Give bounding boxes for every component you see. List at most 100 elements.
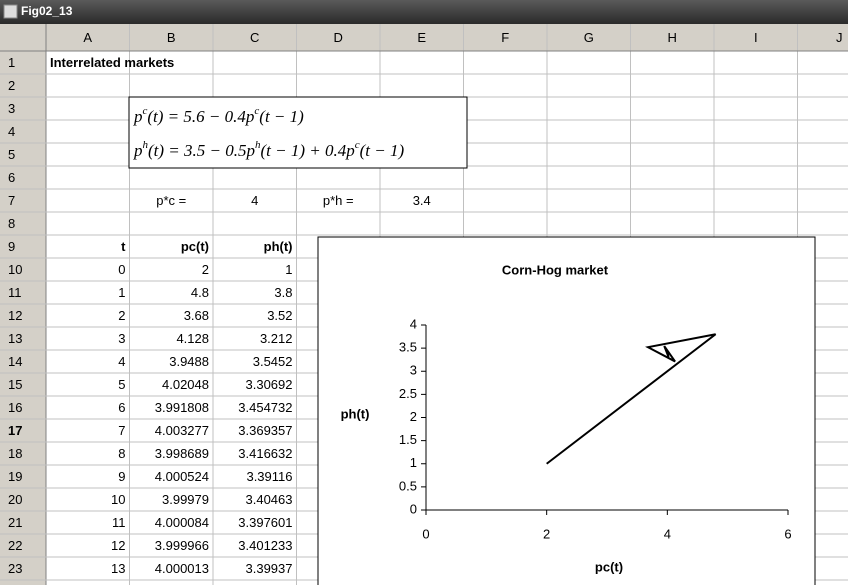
cell-text: 3.99979	[162, 492, 209, 507]
row-header: 5	[8, 147, 15, 162]
cell-text: 3.454732	[238, 400, 292, 415]
y-tick-label: 2.5	[399, 386, 417, 401]
cell-text: 3.39116	[246, 469, 292, 484]
row-header: 10	[8, 262, 22, 277]
equation: ph(t) = 3.5 − 0.5ph(t − 1) + 0.4pc(t − 1…	[133, 139, 404, 160]
row-header: 19	[8, 469, 22, 484]
superscript: c	[355, 139, 360, 151]
equation-part: (t − 1) + 0.4p	[261, 141, 355, 160]
cell-text: 3.4	[413, 193, 431, 208]
column-header: H	[668, 30, 677, 45]
row-header: 11	[8, 285, 22, 300]
y-tick-label: 3.5	[399, 340, 417, 355]
y-tick-label: 1	[410, 455, 417, 470]
equation-part: (t − 1)	[360, 141, 405, 160]
cell-text: 4.000084	[155, 515, 209, 530]
y-axis-label: ph(t)	[341, 406, 370, 421]
column-header: F	[501, 30, 509, 45]
cell-text: 11	[112, 515, 126, 530]
cell-text: 4.000013	[155, 561, 209, 576]
row-header: 12	[8, 308, 22, 323]
cell-text: 1	[285, 262, 292, 277]
equation-part: (t − 1)	[259, 107, 304, 126]
cell-text: 3.416632	[238, 446, 292, 461]
row-header-bar	[0, 51, 46, 585]
cell-text: 13	[111, 561, 125, 576]
x-tick-label: 0	[422, 526, 429, 541]
cell-text: 4	[118, 354, 125, 369]
x-tick-label: 6	[784, 526, 791, 541]
row-header: 16	[8, 400, 22, 415]
row-header: 4	[8, 124, 15, 139]
row-header: 15	[8, 377, 22, 392]
title-bar	[0, 0, 848, 24]
row-header: 22	[8, 538, 22, 553]
cell-text: 4.8	[191, 285, 209, 300]
cell-text: 4	[251, 193, 258, 208]
cell-text: 10	[111, 492, 125, 507]
superscript: c	[254, 105, 259, 117]
cell-text: 4.128	[176, 331, 209, 346]
row-header: 14	[8, 354, 22, 369]
chart-area	[317, 236, 816, 585]
cell-text: 4.003277	[155, 423, 209, 438]
y-tick-label: 2	[410, 409, 417, 424]
column-header: I	[754, 30, 758, 45]
row-header: 8	[8, 216, 15, 231]
row-header: 17	[8, 423, 22, 438]
cell-text: pc(t)	[181, 239, 209, 254]
cell-text: 3.39937	[246, 561, 293, 576]
cell-text: ph(t)	[264, 239, 293, 254]
cell-text: Interrelated markets	[50, 55, 174, 70]
cell-text: 3	[118, 331, 125, 346]
cell-text: 3.401233	[238, 538, 292, 553]
cell-text: 3.212	[260, 331, 293, 346]
cell-text: 3.8	[274, 285, 292, 300]
cell-text: 12	[111, 538, 125, 553]
row-header: 7	[8, 193, 15, 208]
row-header: 20	[8, 492, 22, 507]
cell-text: 3.68	[184, 308, 209, 323]
cell-text: 3.991808	[155, 400, 209, 415]
cell-text: p*h =	[323, 193, 354, 208]
cell-text: 3.998689	[155, 446, 209, 461]
row-header: 6	[8, 170, 15, 185]
cell-text: 3.999966	[155, 538, 209, 553]
cell-text: 4.02048	[162, 377, 209, 392]
column-header: J	[836, 30, 843, 45]
embedded-chart: Corn-Hog market 0 0.5 1 1.5 2 2.5 3 3.5 4 0 2 4 6 ph(t…	[317, 236, 816, 585]
column-header: G	[584, 30, 594, 45]
superscript: c	[143, 105, 148, 117]
row-header: 23	[8, 561, 22, 576]
column-header: C	[250, 30, 259, 45]
y-tick-label: 3	[410, 363, 417, 378]
cell-text: 8	[118, 446, 125, 461]
cell-text: 3.52	[267, 308, 292, 323]
data-line	[546, 333, 717, 465]
cell-text: p*c =	[156, 193, 186, 208]
y-tick-label: 0	[410, 501, 417, 516]
column-header: E	[417, 30, 426, 45]
y-tick-label: 1.5	[399, 432, 417, 447]
equation: pc(t) = 5.6 − 0.4pc(t − 1)	[133, 105, 304, 126]
cell-text: t	[121, 239, 126, 254]
chart-title: Corn-Hog market	[502, 262, 609, 277]
window-title: Fig02_13	[21, 4, 73, 18]
row-header: 2	[8, 78, 15, 93]
x-tick-label: 2	[543, 526, 550, 541]
equation-part: p	[133, 141, 143, 160]
row-header: 18	[8, 446, 22, 461]
cell-text: 3.9488	[169, 354, 209, 369]
row-header: 1	[8, 55, 15, 70]
cell-text: 7	[118, 423, 125, 438]
equation-part: (t) = 3.5 − 0.5p	[148, 141, 255, 160]
equation-box	[128, 96, 468, 169]
cell-text: 1	[118, 285, 125, 300]
y-tick-label: 0.5	[399, 478, 417, 493]
corner	[0, 24, 46, 51]
cell-text: 2	[202, 262, 209, 277]
column-header: A	[83, 30, 92, 45]
row-header: 3	[8, 101, 15, 116]
